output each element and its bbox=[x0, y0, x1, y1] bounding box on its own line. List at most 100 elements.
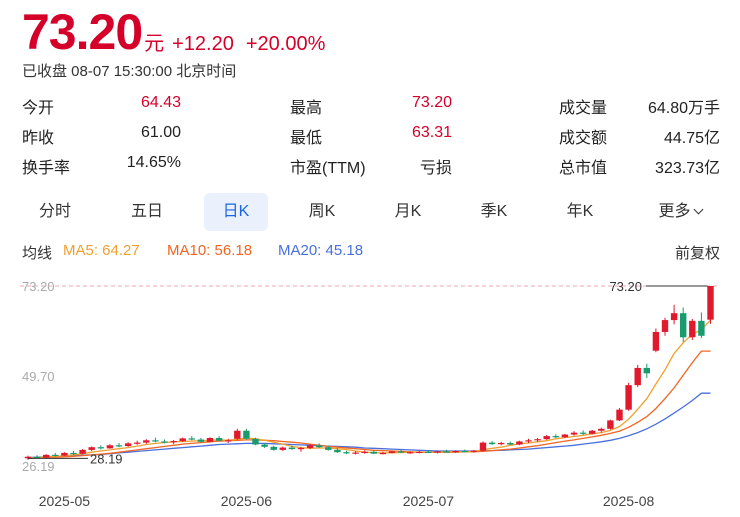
candle-body bbox=[288, 447, 296, 450]
candle-body bbox=[579, 432, 587, 434]
candle-body bbox=[170, 441, 177, 443]
stat-value: 14.65% bbox=[126, 154, 181, 171]
candle-body bbox=[243, 430, 250, 439]
tab-intraday[interactable]: 分时 bbox=[38, 203, 71, 220]
candle-body bbox=[225, 440, 232, 442]
candle-body bbox=[124, 443, 132, 447]
tab-more[interactable]: 更多 bbox=[642, 193, 718, 231]
stat-label: 今开 bbox=[22, 100, 55, 117]
candle-body bbox=[234, 430, 241, 439]
tab-yearly-k[interactable]: 年K bbox=[566, 203, 594, 220]
candle-body bbox=[698, 320, 705, 336]
candle-body bbox=[88, 447, 95, 450]
ma20-value: MA20: 45.18 bbox=[278, 242, 364, 259]
ma-label: 均线 bbox=[22, 245, 53, 262]
candle-body bbox=[379, 452, 387, 455]
candle-body bbox=[443, 451, 450, 453]
candle-body bbox=[197, 439, 205, 442]
candle-body bbox=[598, 428, 605, 431]
candle-body bbox=[670, 313, 678, 321]
candle-body bbox=[361, 451, 368, 453]
stat-value: 73.20 bbox=[411, 94, 452, 111]
y-tick-label: 26.19 bbox=[22, 459, 55, 474]
x-tick-label: 2025-06 bbox=[221, 493, 273, 509]
candle-body bbox=[306, 445, 314, 448]
stat-value: 61.00 bbox=[140, 124, 181, 141]
candle-body bbox=[261, 444, 268, 447]
ma5-line bbox=[27, 319, 711, 459]
candle-body bbox=[680, 313, 687, 338]
market-status: 已收盘 08-07 15:30:00 北京时间 bbox=[22, 63, 237, 80]
candle-body bbox=[115, 445, 123, 447]
candle-body bbox=[589, 430, 596, 434]
stat-label: 总市值 bbox=[559, 160, 608, 177]
stats-row: 今开 64.43 最高 73.20 成交量 64.80万手 bbox=[22, 94, 722, 124]
chevron-down-icon bbox=[693, 204, 703, 215]
candle-body bbox=[33, 456, 41, 458]
candle-body bbox=[652, 331, 660, 351]
stat-value: 64.43 bbox=[140, 94, 181, 111]
stat-value: 63.31 bbox=[411, 124, 452, 141]
candle-body bbox=[179, 438, 186, 442]
candle-body bbox=[479, 442, 487, 451]
candle-body bbox=[188, 438, 195, 440]
stat-label: 换手率 bbox=[22, 160, 71, 177]
candle-body bbox=[561, 434, 569, 438]
candle-body bbox=[24, 456, 32, 459]
candle-body bbox=[452, 451, 459, 453]
candle-body bbox=[534, 439, 541, 441]
candle-body bbox=[525, 440, 532, 442]
candle-body bbox=[316, 445, 323, 448]
candle-body bbox=[552, 436, 559, 438]
stat-label: 市盈(TTM) bbox=[290, 160, 366, 177]
stat-value: 323.73亿 bbox=[655, 160, 720, 177]
ma10-value: MA10: 56.18 bbox=[167, 242, 253, 259]
candle-body bbox=[643, 367, 650, 374]
stat-label: 成交量 bbox=[559, 100, 608, 117]
tab-daily-k[interactable]: 日K bbox=[204, 193, 268, 231]
price-change-percent: +20.00% bbox=[245, 33, 326, 55]
max-marker-label: 73.20 bbox=[609, 279, 642, 294]
candle-body bbox=[215, 438, 223, 441]
x-tick-label: 2025-08 bbox=[603, 493, 655, 509]
kline-chart[interactable]: 73.20 49.70 26.19 73.20 28.19 2025-05 2025-06 2… bbox=[0, 268, 740, 517]
quote-header: 73.20 元 +12.20 +20.00% bbox=[22, 6, 325, 58]
tab-weekly-k[interactable]: 周K bbox=[308, 203, 336, 220]
stat-label: 成交额 bbox=[559, 130, 608, 147]
period-tabs: 分时 五日 日K 周K 月K 季K 年K 更多 bbox=[0, 193, 740, 231]
candle-body bbox=[97, 447, 104, 449]
tab-five-day[interactable]: 五日 bbox=[130, 203, 163, 220]
candle-body bbox=[634, 367, 641, 386]
stat-label: 昨收 bbox=[22, 130, 55, 147]
candle-body bbox=[161, 441, 168, 443]
candle-body bbox=[252, 438, 259, 445]
candle-body bbox=[397, 451, 405, 453]
candle-body bbox=[425, 451, 432, 453]
candle-body bbox=[352, 452, 359, 454]
tab-monthly-k[interactable]: 月K bbox=[394, 203, 422, 220]
candle-body bbox=[625, 385, 632, 410]
ma10-line bbox=[27, 350, 711, 459]
candle-body bbox=[206, 438, 214, 442]
candle-body bbox=[370, 451, 377, 454]
candle-body bbox=[416, 451, 423, 453]
tab-more-label: 更多 bbox=[658, 203, 691, 220]
candle-body bbox=[279, 447, 286, 450]
candle-body bbox=[388, 451, 396, 453]
candle-body bbox=[470, 450, 478, 452]
candle-body bbox=[152, 440, 159, 442]
candle-body bbox=[498, 442, 505, 445]
y-tick-label: 49.70 bbox=[22, 369, 55, 384]
tab-quarterly-k[interactable]: 季K bbox=[480, 203, 508, 220]
candle-body bbox=[43, 454, 50, 458]
stat-value: 亏损 bbox=[419, 160, 452, 177]
candle-body bbox=[270, 446, 277, 450]
x-tick-label: 2025-05 bbox=[39, 493, 91, 509]
stat-label: 最低 bbox=[290, 130, 323, 147]
candle-body bbox=[407, 452, 414, 454]
candle-body bbox=[61, 452, 68, 456]
candle-body bbox=[343, 452, 350, 454]
adjust-toggle[interactable]: 前复权 bbox=[674, 245, 720, 262]
candle-body bbox=[79, 449, 86, 454]
stat-label: 最高 bbox=[290, 100, 323, 117]
